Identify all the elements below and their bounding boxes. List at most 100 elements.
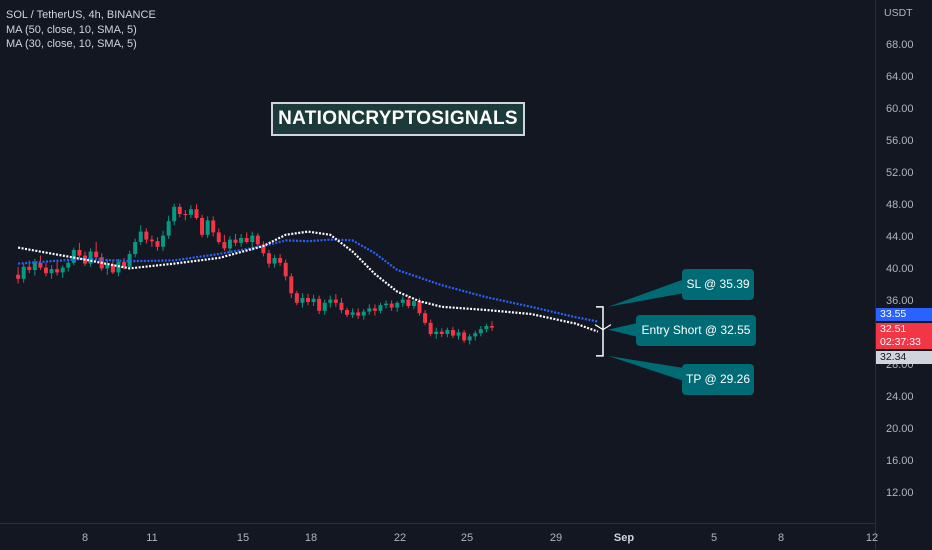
candle-body xyxy=(406,299,411,306)
candle-body xyxy=(489,326,494,328)
candle-body xyxy=(266,253,271,264)
candle xyxy=(400,296,405,307)
candle xyxy=(306,294,310,306)
watermark-banner: NATIONCRYPTOSIGNALS xyxy=(271,102,525,136)
price-tick-label: 16.00 xyxy=(886,455,914,467)
candle xyxy=(43,262,48,277)
bracket-tick xyxy=(602,324,612,331)
tp-callout[interactable]: TP @ 29.26 xyxy=(682,364,754,395)
candle-body xyxy=(250,235,255,242)
legend-symbol[interactable]: SOL / TetherUS, 4h, BINANCE xyxy=(6,9,156,21)
candle-body xyxy=(227,239,232,249)
trade-annotation[interactable] xyxy=(594,277,690,383)
candle-body xyxy=(345,310,350,315)
candle-body xyxy=(205,220,210,235)
price-tick-label: 68.00 xyxy=(886,39,914,51)
candle xyxy=(32,258,37,276)
candle-body xyxy=(194,209,199,218)
time-tick-label: 29 xyxy=(549,532,563,544)
candle xyxy=(456,329,461,340)
time-tick-label: 8 xyxy=(81,532,89,544)
risk-bracket xyxy=(596,306,604,357)
entry-callout[interactable]: Entry Short @ 32.55 xyxy=(636,315,756,346)
candle xyxy=(216,228,221,245)
legend-ma-50[interactable]: MA (50, close, 10, SMA, 5) xyxy=(6,23,137,36)
candle-body xyxy=(138,231,143,242)
candle-body xyxy=(127,254,132,267)
candle xyxy=(71,247,76,266)
candle xyxy=(328,295,333,308)
candle xyxy=(127,250,132,270)
time-tick-label: 18 xyxy=(304,532,318,544)
candle-body xyxy=(445,330,450,334)
candle-body xyxy=(428,322,433,334)
candle-body xyxy=(333,299,338,303)
countdown-tag: 02:37:33 xyxy=(876,336,932,349)
candle-body xyxy=(311,298,316,302)
candle-body xyxy=(88,251,93,264)
candle-body xyxy=(367,308,372,312)
candle-body xyxy=(21,266,26,279)
candle xyxy=(155,237,160,251)
candle-body xyxy=(43,267,48,274)
candle-body xyxy=(261,244,266,254)
price-tick-label: 52.00 xyxy=(886,167,914,179)
candle xyxy=(233,234,238,246)
candle-body xyxy=(94,251,99,258)
candle-body xyxy=(38,262,43,268)
legend-ma-30[interactable]: MA (30, close, 10, SMA, 5) xyxy=(6,38,137,50)
candle xyxy=(60,265,65,278)
candle xyxy=(445,327,450,338)
candle xyxy=(239,234,244,247)
candle-body xyxy=(222,242,227,249)
time-tick-label: 11 xyxy=(146,532,158,544)
candle-body xyxy=(434,331,439,334)
candle-body xyxy=(283,262,288,277)
candle xyxy=(211,216,216,237)
candle xyxy=(372,304,377,316)
candle xyxy=(406,296,411,309)
price-tick-label: 36.00 xyxy=(886,295,914,307)
moving-averages-layer xyxy=(17,230,599,333)
candle-body xyxy=(439,331,444,334)
time-tick-label: 25 xyxy=(460,532,474,544)
candle-body xyxy=(389,303,394,308)
last-price-tag: 32.51 xyxy=(876,323,932,336)
candle xyxy=(322,299,327,315)
price-tick-label: 60.00 xyxy=(886,103,914,115)
candle-body xyxy=(384,303,389,306)
candle xyxy=(384,300,389,309)
candle-body xyxy=(183,214,188,215)
candle-body xyxy=(244,238,249,242)
candle-body xyxy=(278,258,283,263)
candle-body xyxy=(456,332,461,336)
candle-body xyxy=(149,239,154,242)
candle xyxy=(21,263,26,283)
candle xyxy=(423,310,428,326)
candle-body xyxy=(77,250,82,256)
candle-body xyxy=(27,266,32,270)
candle xyxy=(200,214,205,238)
candle-body xyxy=(306,298,310,302)
tp-pointer xyxy=(608,355,690,383)
candle xyxy=(266,250,271,268)
price-tick-label: 56.00 xyxy=(886,135,914,147)
candle xyxy=(144,228,149,244)
price-tick-label: 20.00 xyxy=(886,423,914,435)
candle xyxy=(110,260,115,274)
candle-body xyxy=(133,242,138,254)
candle-body xyxy=(473,333,478,337)
candle xyxy=(272,254,277,268)
candle-body xyxy=(66,262,71,268)
candle xyxy=(473,330,478,341)
candle-body xyxy=(450,330,455,336)
candle xyxy=(94,242,99,261)
candle xyxy=(149,235,154,247)
sl-callout[interactable]: SL @ 35.39 xyxy=(682,269,754,300)
candle xyxy=(244,232,249,244)
price-tick-label: 24.00 xyxy=(886,391,914,403)
candle xyxy=(467,334,472,345)
candle xyxy=(283,259,288,281)
candle-body xyxy=(177,206,182,214)
